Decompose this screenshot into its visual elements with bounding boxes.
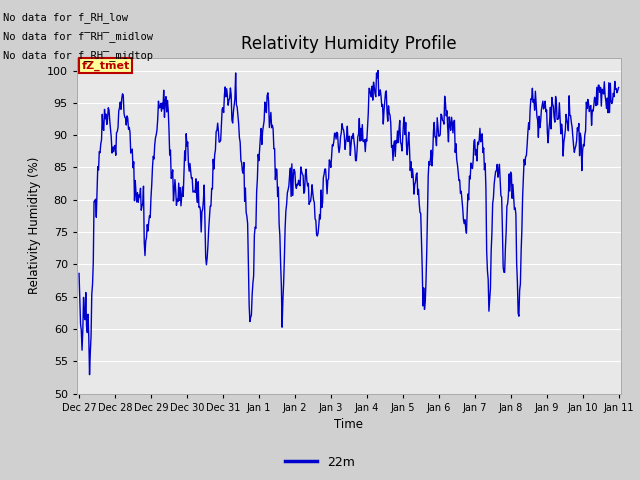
Text: fZ_tmet: fZ_tmet	[81, 60, 129, 71]
Y-axis label: Relativity Humidity (%): Relativity Humidity (%)	[28, 157, 41, 294]
Text: No data for f̅RH̅_midlow: No data for f̅RH̅_midlow	[3, 31, 153, 42]
X-axis label: Time: Time	[334, 418, 364, 431]
Legend: 22m: 22m	[280, 451, 360, 474]
Text: No data for f_RH_low: No data for f_RH_low	[3, 12, 128, 23]
Text: No data for f_RH̅_midtop: No data for f_RH̅_midtop	[3, 50, 153, 61]
Title: Relativity Humidity Profile: Relativity Humidity Profile	[241, 35, 456, 53]
